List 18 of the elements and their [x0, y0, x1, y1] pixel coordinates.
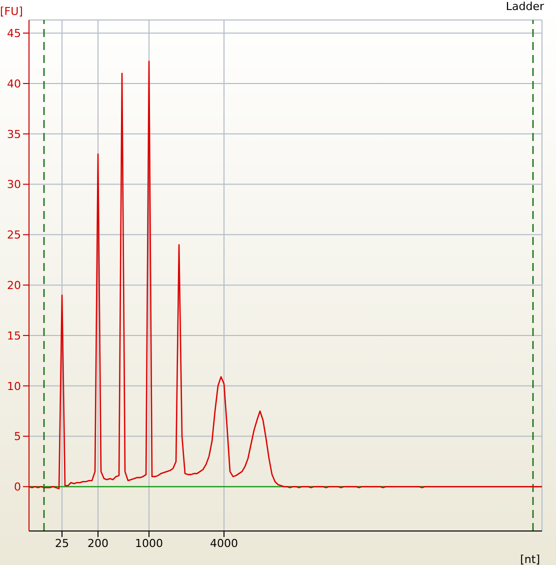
y-tick-label: 30: [7, 178, 21, 192]
y-tick-label: 20: [7, 278, 21, 292]
y-axis-title: [FU]: [0, 5, 23, 18]
y-tick-label: 15: [7, 329, 21, 342]
y-tick-label: 45: [7, 27, 21, 40]
y-tick-label: 35: [7, 128, 21, 141]
chart-title: Ladder: [506, 0, 544, 13]
x-tick-label: 25: [55, 536, 69, 550]
y-tick-label: 25: [7, 228, 21, 242]
y-tick-label: 40: [7, 77, 21, 90]
y-tick-label: 5: [14, 430, 21, 444]
y-tick-label: 10: [7, 380, 21, 393]
x-tick-label: 1000: [135, 536, 163, 550]
line-series: [29, 60, 542, 490]
x-tick-label: 4000: [210, 536, 238, 550]
x-tick-label: 200: [88, 536, 108, 550]
y-tick-label: 0: [14, 480, 21, 494]
x-axis-title: [nt]: [520, 553, 540, 565]
